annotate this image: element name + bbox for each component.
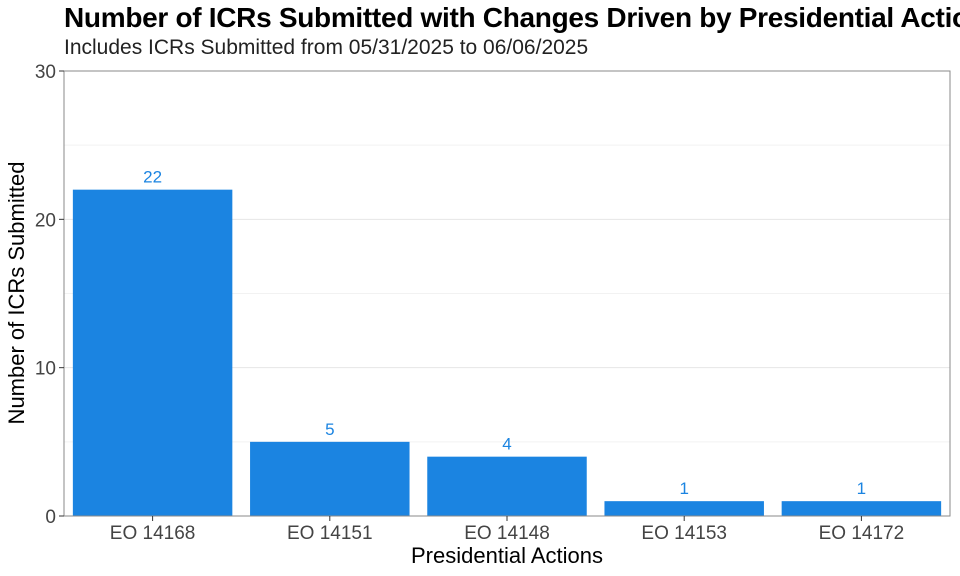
y-tick-label: 0: [45, 507, 56, 528]
x-tick-label: EO 14172: [819, 523, 905, 544]
bar: [781, 501, 942, 516]
chart-subtitle: Includes ICRs Submitted from 05/31/2025 …: [64, 36, 589, 59]
bar: [604, 501, 764, 516]
y-tick-label: 20: [35, 210, 56, 231]
bar-value-label: 22: [143, 168, 162, 187]
y-tick-label: 10: [35, 359, 56, 380]
bar-value-label: 1: [679, 479, 688, 498]
bar-value-label: 1: [857, 479, 866, 498]
x-tick-label: EO 14148: [464, 523, 550, 544]
bar-value-label: 5: [325, 420, 334, 439]
y-tick-label: 30: [35, 62, 56, 83]
bar-value-label: 4: [502, 435, 511, 454]
bar: [427, 456, 587, 516]
data-labels: 22 5 4 1 1: [143, 168, 866, 498]
y-axis-title: Number of ICRs Submitted: [4, 162, 29, 425]
x-tick-label: EO 14151: [287, 523, 373, 544]
bar: [250, 441, 410, 516]
x-tick-label: EO 14168: [110, 523, 196, 544]
axes: 0 10 20 30 EO 14168 EO 14151 EO 14148 EO 14153 E…: [35, 62, 904, 544]
x-tick-label: EO 14153: [641, 523, 727, 544]
bar: [72, 189, 233, 516]
chart-title: Number of ICRs Submitted with Changes Dr…: [64, 2, 960, 33]
bars: [72, 189, 942, 516]
x-axis-title: Presidential Actions: [411, 543, 603, 568]
